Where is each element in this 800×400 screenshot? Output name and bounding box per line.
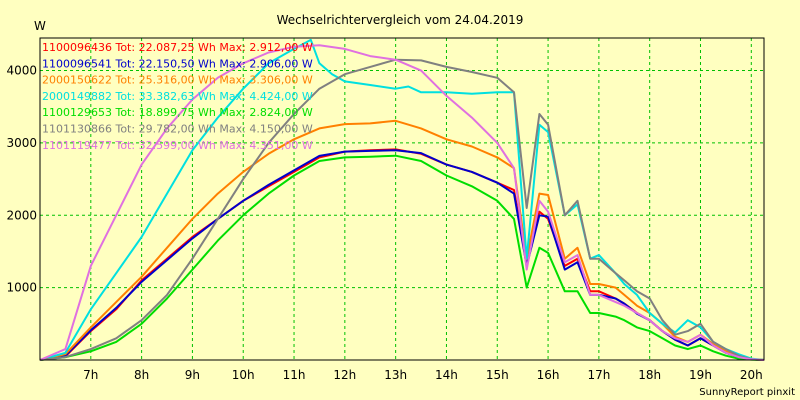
- x-tick-label: 11h: [283, 368, 306, 382]
- footer-credit: SunnyReport pinxit: [699, 387, 795, 398]
- x-tick-label: 10h: [232, 368, 255, 382]
- x-tick-label: 18h: [638, 368, 661, 382]
- grid: [40, 38, 764, 360]
- legend: 1100096436 Tot: 22.087,25 Wh Max: 2.912,…: [42, 41, 313, 152]
- series-line-1101119477: [39, 44, 765, 361]
- x-tick-label: 17h: [587, 368, 610, 382]
- series-line-1100096541: [39, 149, 765, 361]
- legend-entry-1101130866: 1101130866 Tot: 29.782,00 Wh Max: 4.150,…: [42, 123, 313, 136]
- y-tick-label: 2000: [6, 208, 37, 222]
- series-line-1100129653: [39, 154, 765, 361]
- x-tick-label: 14h: [435, 368, 458, 382]
- y-tick-label: 3000: [6, 136, 37, 150]
- tick-labels: 7h 8h 9h 10h 11h 12h 13h 14h 15h 16h 17h 18h 19h 20h 1…: [6, 64, 762, 382]
- x-tick-label: 13h: [384, 368, 407, 382]
- series-lines: [39, 38, 765, 361]
- y-axis-label: W: [34, 19, 46, 33]
- legend-entry-1100096436: 1100096436 Tot: 22.087,25 Wh Max: 2.912,…: [42, 41, 313, 54]
- x-tick-label: 7h: [83, 368, 98, 382]
- chart-title: Wechselrichtervergleich vom 24.04.2019: [277, 13, 524, 27]
- legend-entry-2000149882: 2000149882 Tot: 33.382,63 Wh Max: 4.424,…: [42, 90, 313, 103]
- legend-entry-2000150622: 2000150622 Tot: 25.316,00 Wh Max: 3.306,…: [42, 74, 313, 87]
- y-tick-label: 4000: [6, 64, 37, 78]
- x-tick-label: 16h: [537, 368, 560, 382]
- x-tick-label: 8h: [134, 368, 149, 382]
- series-line-1101130866: [39, 58, 765, 361]
- x-tick-label: 20h: [740, 368, 763, 382]
- x-tick-label: 9h: [185, 368, 200, 382]
- x-tick-label: 15h: [486, 368, 509, 382]
- x-tick-label: 12h: [333, 368, 356, 382]
- x-tick-label: 19h: [689, 368, 712, 382]
- plot-frame: [39, 37, 765, 361]
- legend-entry-1100129653: 1100129653 Tot: 18.899,75 Wh Max: 2.824,…: [42, 106, 313, 119]
- y-tick-label: 1000: [6, 281, 37, 295]
- legend-entry-1101119477: 1101119477 Tot: 32.599,00 Wh Max: 4.351,…: [42, 139, 313, 152]
- series-line-2000149882: [39, 38, 765, 361]
- legend-entry-1100096541: 1100096541 Tot: 22.150,50 Wh Max: 2.906,…: [42, 57, 313, 70]
